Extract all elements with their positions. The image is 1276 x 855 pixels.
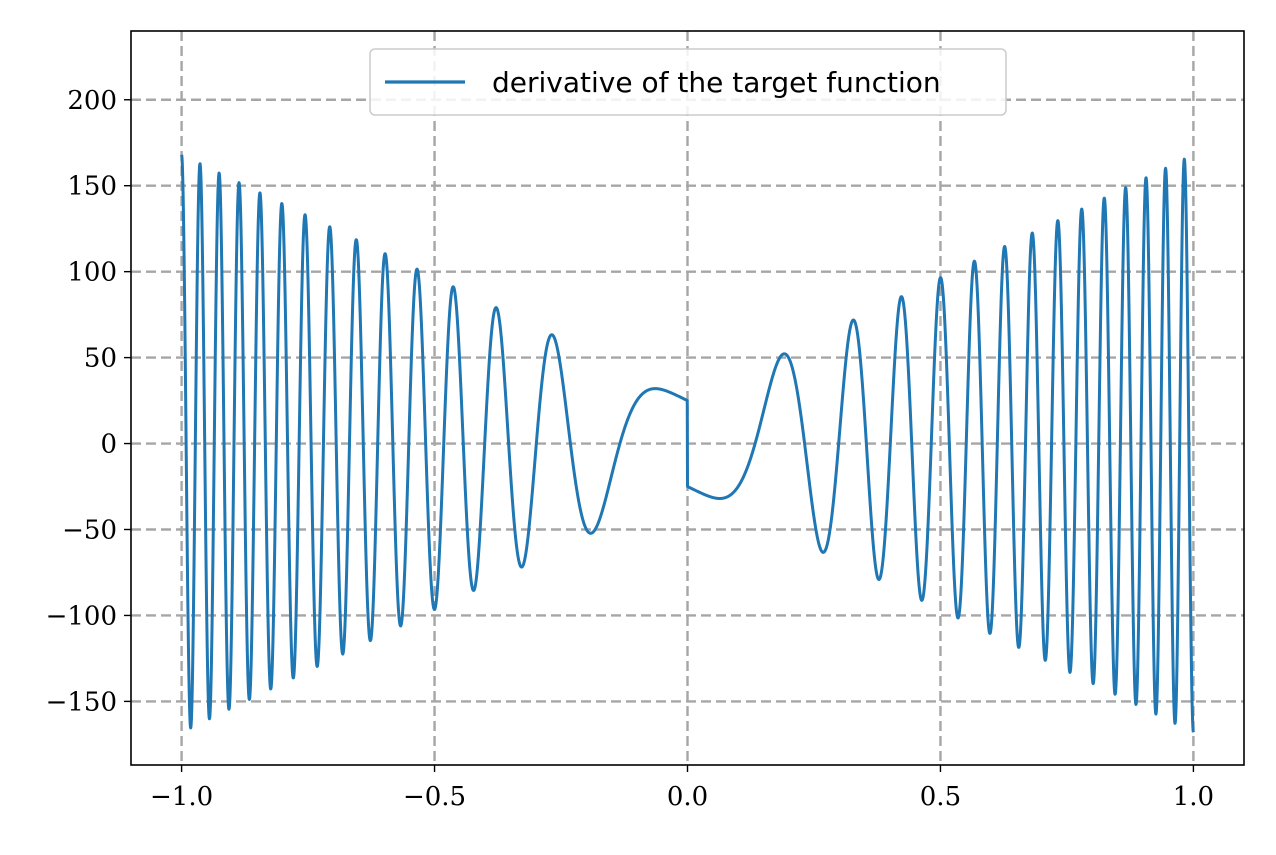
x-tick-label: 0.5 [920,782,961,812]
x-tick-label: 0.0 [667,782,708,812]
y-tick-label: 200 [67,86,117,116]
legend-box [369,48,1007,116]
x-tick-label: −1.0 [150,782,213,812]
y-tick-label: 100 [67,258,117,288]
legend: derivative of the target function [369,48,1007,116]
x-tick-label: 1.0 [1173,782,1214,812]
y-tick-label: 150 [67,172,117,202]
y-tick-label: −50 [62,516,117,546]
tick-marks [124,99,1195,772]
x-tick-label: −0.5 [403,782,466,812]
y-tick-label: 50 [84,344,117,374]
legend-entry-label: derivative of the target function [492,66,941,99]
y-tick-label: −100 [46,601,117,631]
series-layer [180,154,1195,733]
y-axis-tick-labels: −150 −100 −50 0 50 100 150 200 [46,86,117,718]
x-axis-tick-labels: −1.0 −0.5 0.0 0.5 1.0 [150,782,1214,812]
y-tick-label: 0 [100,430,117,460]
y-tick-label: −150 [46,687,117,717]
series-line [180,154,1195,733]
